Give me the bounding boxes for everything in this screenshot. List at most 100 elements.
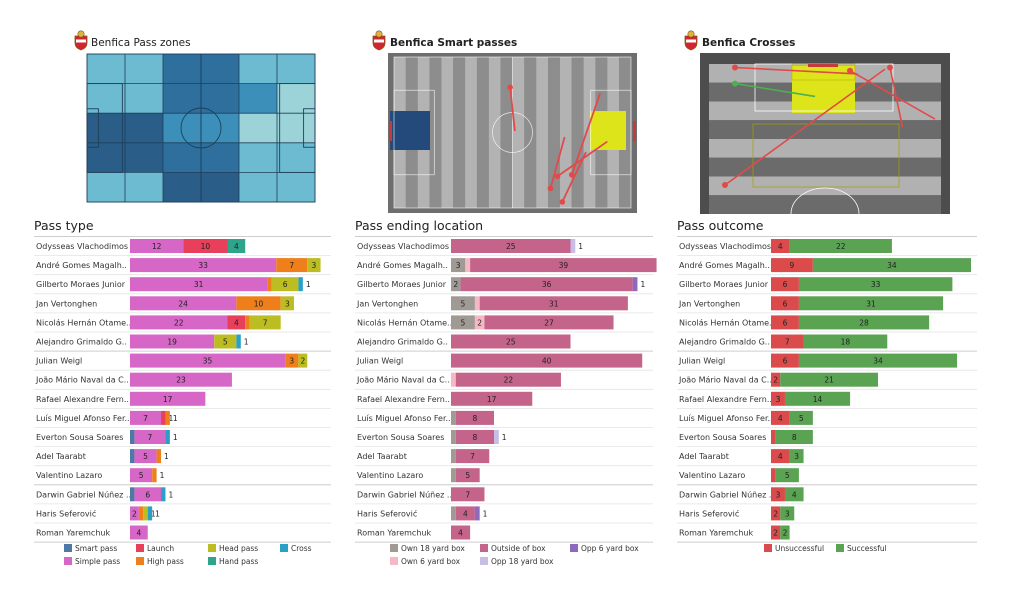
legend-label: Successful (847, 544, 887, 553)
bar-segment (130, 315, 228, 330)
legend-label: Smart pass (75, 544, 117, 553)
player-label: Nicolás Hernán Otame.. (36, 318, 131, 327)
bar-segment (474, 296, 480, 311)
six-yard-box-right (303, 108, 316, 148)
cross-line-unsuccessful (734, 66, 858, 75)
smart-pass-start (568, 171, 575, 178)
zone-cell (201, 142, 240, 173)
player-label: Valentino Lazaro (357, 471, 423, 480)
bar-segment (812, 258, 971, 273)
smart-passes-title: Benfica Smart passes (390, 37, 517, 49)
bar-value-label: 2 (132, 509, 137, 518)
pitch-stripe (709, 120, 941, 139)
bar-segment (451, 277, 461, 292)
legend-label: Opp 18 yard box (491, 557, 554, 566)
bar-value-label: 5 (465, 471, 470, 480)
legend-swatch (64, 557, 72, 565)
zone-cell (239, 54, 278, 85)
legend-swatch (136, 544, 144, 552)
player-label: Jan Vertonghen (356, 299, 418, 308)
zone-cell (125, 54, 164, 85)
bar-segment (276, 258, 308, 273)
bar-segment (138, 506, 144, 521)
bar-segment (451, 430, 456, 444)
bar-segment (130, 391, 206, 406)
bar-segment (780, 506, 795, 521)
bar-segment (780, 525, 790, 540)
player-label: Odysseas Vlachodimos (357, 242, 449, 251)
bar-value-label: 6 (783, 280, 788, 289)
bar-value-label: 25 (506, 338, 516, 347)
goal (808, 64, 838, 67)
smart-passes-header: Benfica Smart passes (372, 30, 517, 51)
bar-value-label: 7 (465, 490, 470, 499)
bar-value-label: 6 (783, 357, 788, 366)
bar-value-label: 7 (785, 338, 790, 347)
player-label: Rafael Alexandre Fern.. (679, 395, 772, 404)
bar-value-label: 1 (306, 280, 311, 289)
smart-pass-start (554, 173, 561, 180)
cross-start-unsuccessful (732, 64, 738, 71)
own-box-highlight (390, 111, 430, 150)
bar-value-label: 5 (461, 318, 466, 327)
bar-segment (455, 372, 561, 387)
bar-value-label: 31 (549, 299, 559, 308)
bar-value-label: 5 (799, 414, 804, 423)
bar-segment (771, 334, 804, 349)
bar-value-label: 7 (143, 414, 148, 423)
zone-cell (125, 83, 164, 114)
pitch-stripe (559, 57, 572, 208)
bar-segment (143, 506, 148, 521)
player-label: Rafael Alexandre Fern.. (357, 395, 450, 404)
player-label: Haris Seferović (679, 508, 739, 518)
bar-segment (147, 506, 153, 521)
bar-segment (789, 410, 813, 425)
smart-pass-start (547, 185, 554, 192)
bar-segment (451, 315, 475, 330)
bar-segment (784, 487, 804, 502)
zone-cell (163, 54, 202, 85)
bar-segment (484, 315, 614, 330)
bar-segment (134, 487, 162, 502)
bar-segment (236, 334, 241, 349)
bar-value-label: 4 (136, 529, 141, 538)
cross-line-successful (734, 82, 816, 98)
player-label: Nicolás Hernán Otame.. (679, 318, 774, 327)
bar-value-label: 19 (167, 338, 177, 347)
bar-value-label: 1 (173, 414, 178, 423)
bar-value-label: 5 (461, 299, 466, 308)
pitch-stripe (488, 57, 501, 208)
bar-segment (455, 410, 495, 425)
legend-label: Own 6 yard box (401, 557, 461, 566)
pitch-stripe (476, 57, 489, 208)
bar-value-label: 3 (776, 395, 781, 404)
legend-swatch (764, 544, 772, 552)
bar-segment (798, 353, 958, 368)
bar-segment (780, 372, 878, 387)
pitch-stripe (453, 57, 466, 208)
bar-value-label: 7 (470, 452, 475, 461)
player-label: João Mário Naval da C.. (35, 376, 129, 385)
bar-segment (771, 372, 781, 387)
penalty-box-right (590, 89, 632, 176)
bar-segment (165, 430, 170, 444)
legend-swatch (570, 544, 578, 552)
zone-cell (87, 113, 126, 144)
bar-segment (451, 525, 471, 540)
player-label: Everton Sousa Soares (36, 433, 123, 442)
player-label: Valentino Lazaro (679, 471, 745, 480)
bar-value-label: 6 (283, 280, 288, 289)
legend-label: Cross (291, 544, 312, 553)
bar-value-label: 2 (477, 318, 482, 327)
bar-segment (451, 353, 643, 368)
pass-ending-location-chart: Pass ending location Odysseas Vlachodimos… (355, 218, 657, 566)
zone-cell (163, 142, 202, 173)
cross-line-unsuccessful (724, 68, 886, 186)
bar-value-label: 35 (203, 357, 213, 366)
legend-label: Launch (147, 544, 174, 553)
cross-start-unsuccessful (847, 67, 853, 74)
player-label: Odysseas Vlachodimos (679, 242, 771, 251)
player-label: Julian Weigl (356, 357, 403, 366)
bar-segment (451, 410, 456, 425)
legend-label: Outside of box (491, 544, 546, 553)
